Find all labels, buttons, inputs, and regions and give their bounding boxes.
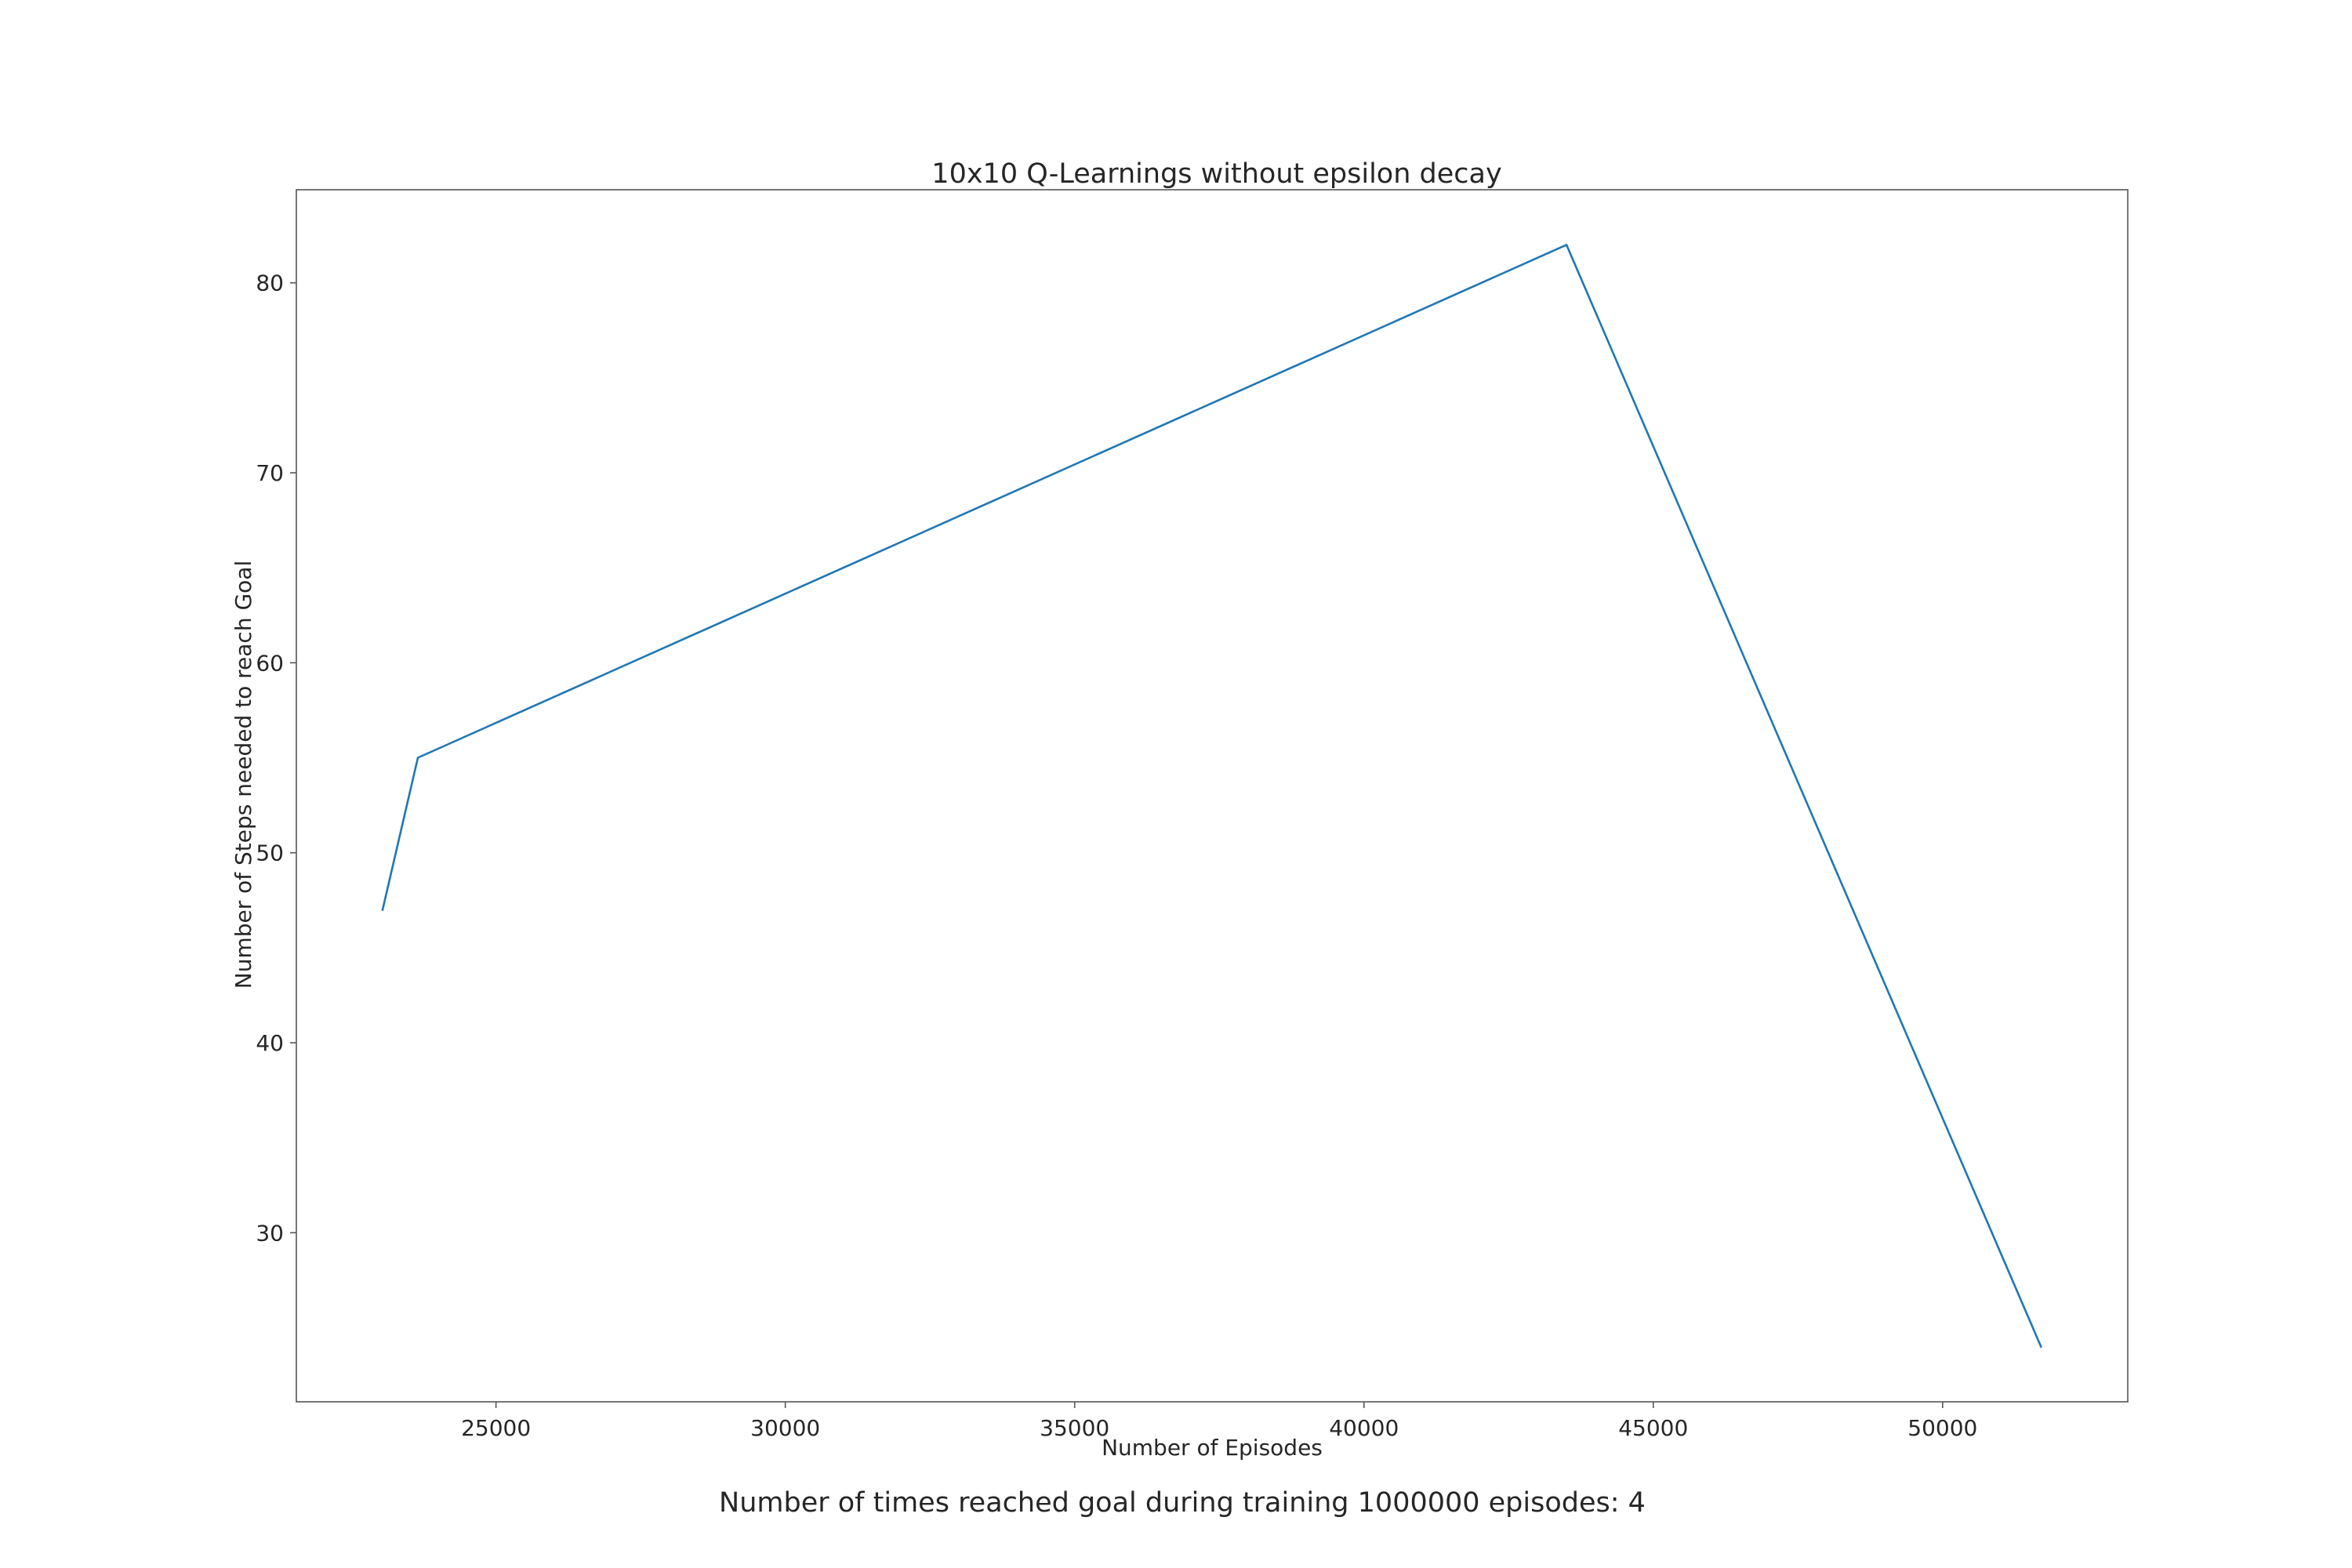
- x-tick-label: 35000: [1040, 1415, 1109, 1441]
- x-axis-label: Number of Episodes: [1102, 1435, 1323, 1461]
- series-line: [381, 243, 2043, 1348]
- y-axis-label: Number of Steps needed to reach Goal: [230, 561, 256, 989]
- y-tick-label: 80: [256, 270, 284, 296]
- x-tick-label: 40000: [1329, 1415, 1399, 1441]
- series-layer: [381, 243, 2043, 1348]
- y-tick-label: 50: [256, 840, 284, 866]
- chart-caption: Number of times reached goal during trai…: [719, 1487, 1646, 1519]
- x-tick-label: 30000: [750, 1415, 820, 1441]
- x-tick-label: 50000: [1907, 1415, 1977, 1441]
- plot-area-frame: [296, 189, 2129, 1403]
- y-axis-ticks: 30 40 50 60 70 80: [256, 270, 296, 1246]
- x-tick-label: 25000: [461, 1415, 531, 1441]
- y-tick-label: 70: [256, 460, 284, 486]
- x-axis-ticks: 25000 30000 35000 40000 45000 50000: [461, 1402, 1977, 1441]
- x-tick-label: 45000: [1618, 1415, 1688, 1441]
- y-tick-label: 60: [256, 650, 284, 676]
- chart-title: 10x10 Q-Learnings without epsilon decay: [931, 158, 1501, 190]
- y-tick-label: 30: [256, 1220, 284, 1246]
- y-tick-label: 40: [256, 1030, 284, 1056]
